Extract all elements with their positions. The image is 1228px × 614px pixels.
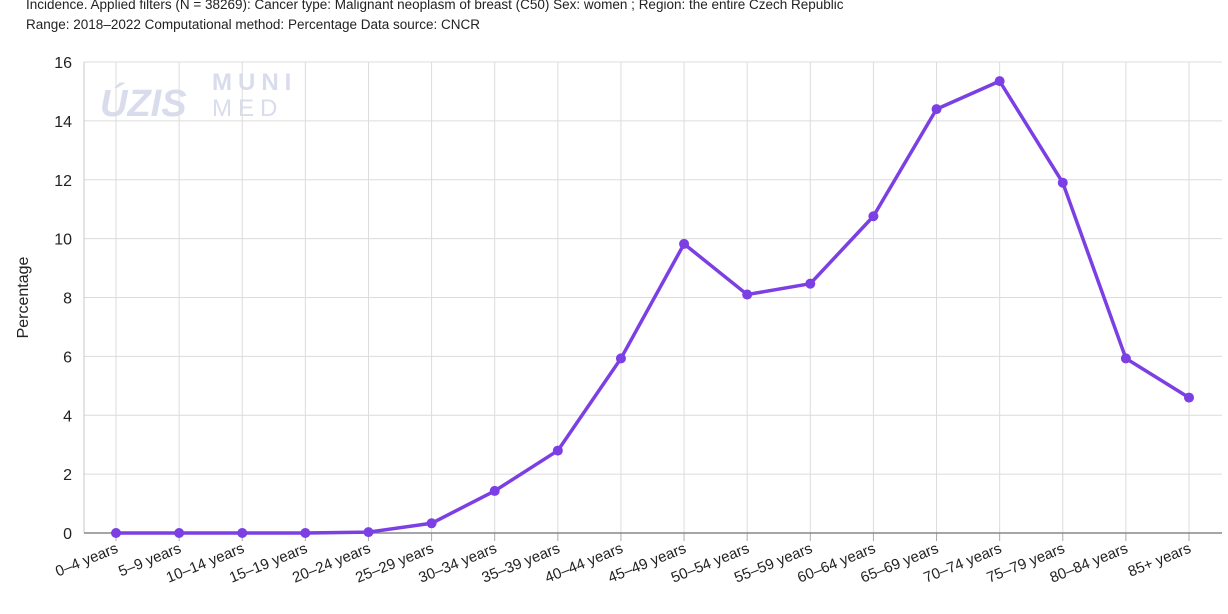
- data-point[interactable]: [1120, 353, 1131, 364]
- data-point[interactable]: [931, 104, 942, 115]
- range-line: Range: 2018–2022 Computational method: P…: [26, 17, 481, 32]
- data-point[interactable]: [615, 353, 626, 364]
- x-tick-label: 85+ years: [1126, 540, 1194, 581]
- data-point[interactable]: [1184, 392, 1194, 403]
- muni-logo: MUNI: [212, 69, 297, 96]
- y-tick-label: 16: [54, 55, 72, 72]
- data-point[interactable]: [805, 278, 816, 289]
- data-point[interactable]: [1057, 177, 1068, 188]
- y-tick-label: 10: [54, 232, 72, 249]
- data-point[interactable]: [174, 528, 185, 538]
- watermark-logos: ÚZIS MUNI MED: [100, 69, 297, 125]
- y-tick-label: 4: [63, 408, 72, 425]
- med-logo: MED: [212, 95, 283, 122]
- y-axis-title: Percentage: [15, 256, 32, 338]
- series-line: [116, 79, 1190, 535]
- y-tick-label: 6: [63, 349, 72, 366]
- series: [111, 76, 1194, 538]
- data-point[interactable]: [994, 76, 1005, 87]
- data-point[interactable]: [552, 445, 563, 456]
- filters-line: Incidence. Applied filters (N = 38269): …: [26, 0, 844, 12]
- data-point[interactable]: [426, 518, 437, 529]
- x-tick-label: 0–4 years: [53, 540, 120, 580]
- data-point[interactable]: [742, 289, 753, 300]
- data-point[interactable]: [300, 528, 311, 538]
- data-point[interactable]: [363, 527, 374, 538]
- data-point[interactable]: [111, 528, 121, 538]
- data-point[interactable]: [237, 528, 248, 538]
- y-tick-label: 14: [54, 114, 72, 131]
- data-point[interactable]: [868, 211, 879, 222]
- y-tick-label: 8: [63, 291, 72, 308]
- y-tick-label: 2: [63, 467, 72, 484]
- data-point[interactable]: [489, 485, 500, 496]
- uzis-logo: ÚZIS: [100, 81, 187, 125]
- y-tick-label: 0: [63, 526, 72, 543]
- y-tick-label: 12: [54, 173, 72, 190]
- data-point[interactable]: [679, 238, 690, 249]
- y-tick-labels: 0 2 4 6 8 10 12 14 16: [54, 55, 72, 543]
